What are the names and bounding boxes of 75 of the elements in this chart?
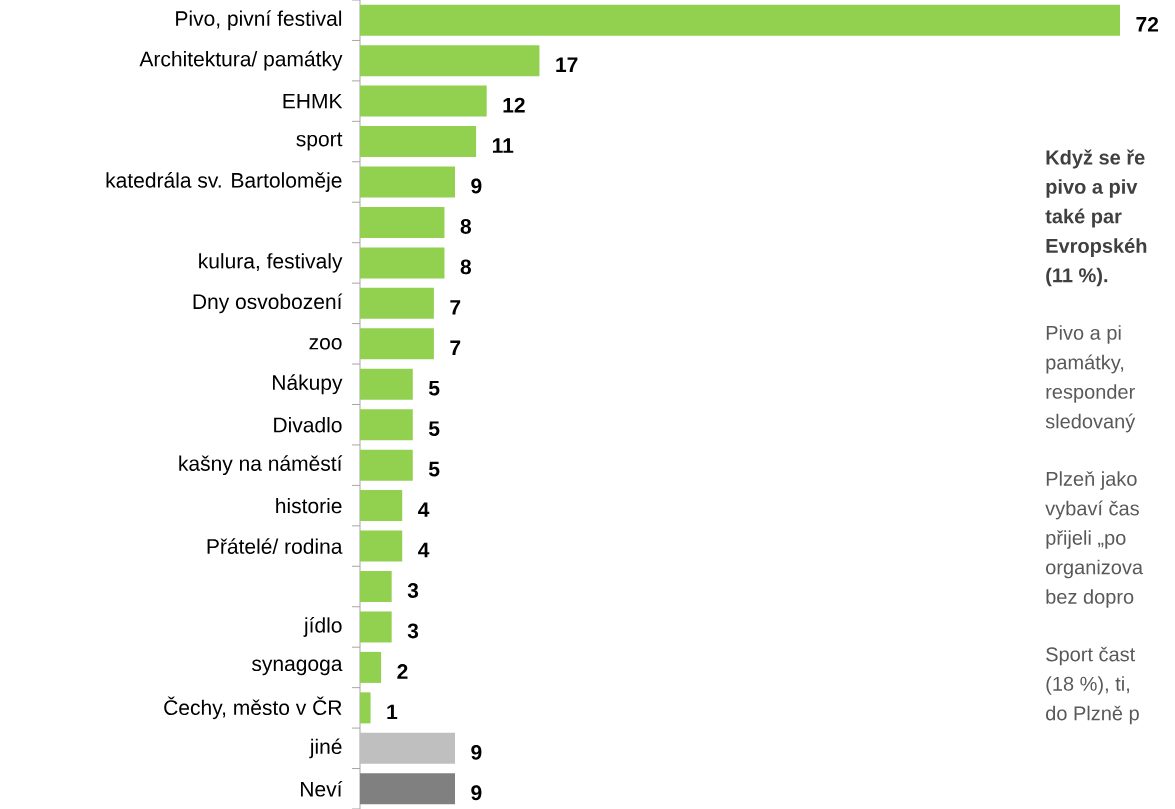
data-label: 3 <box>407 583 419 598</box>
data-label: 9 <box>471 744 482 760</box>
y-tick-label: jiné <box>309 738 342 759</box>
annotation: (18 %), ti, <box>1046 676 1129 695</box>
y-tick-label: Dny osvobození <box>193 293 343 314</box>
annotation: Když se ře <box>1046 149 1145 169</box>
data-label: 1 <box>387 704 398 720</box>
annotation: organizova <box>1046 559 1144 579</box>
data-label: 11 <box>492 138 514 153</box>
bar <box>360 692 371 724</box>
data-label: 8 <box>460 219 471 234</box>
y-tick-label: Neví <box>301 780 343 797</box>
data-label: 4 <box>418 502 430 517</box>
y-tick-label: katedrála sv. Bartoloměje <box>106 172 342 192</box>
bar <box>360 328 434 360</box>
bar <box>360 368 413 400</box>
annotation: sledovaný <box>1045 413 1136 433</box>
y-tick-label: sport <box>296 132 343 151</box>
annotation: přijeli „po <box>1046 530 1126 549</box>
data-label: 72 <box>1136 16 1159 32</box>
y-tick-label: Přátelé/ rodina <box>207 538 343 554</box>
data-label: 8 <box>460 259 471 275</box>
bar <box>360 4 1121 36</box>
annotation: (11 %). <box>1046 267 1108 287</box>
y-tick-label: Nákupy <box>273 374 343 395</box>
annotation: pivo a piv <box>1046 179 1138 198</box>
bar <box>360 206 445 238</box>
y-tick-label: Pivo, pivní festival <box>176 10 342 31</box>
bar <box>360 45 540 77</box>
annotation: vybaví čas <box>1045 500 1139 520</box>
data-label: 5 <box>428 380 440 396</box>
y-tick-label: kašny na náměstí <box>179 455 343 476</box>
bar <box>360 773 456 805</box>
data-label: 5 <box>428 421 440 437</box>
bar <box>360 571 392 603</box>
data-label: 4 <box>418 542 430 558</box>
annotation: památky, <box>1046 354 1124 374</box>
annotation: také par <box>1045 208 1122 228</box>
bar <box>360 409 413 441</box>
data-label: 9 <box>471 785 482 801</box>
bar <box>360 126 477 158</box>
annotation: bez dopro <box>1046 589 1134 608</box>
annotation: Sport čast <box>1046 646 1136 666</box>
y-tick-label: EHMK <box>283 93 343 109</box>
bar <box>360 247 445 279</box>
data-label: 7 <box>450 300 461 315</box>
bar <box>360 449 413 481</box>
annotation: responder <box>1046 384 1135 403</box>
data-label: 17 <box>556 57 578 72</box>
data-label: 9 <box>471 178 482 194</box>
y-tick-label: historie <box>276 497 342 514</box>
y-tick-label: Čechy, město v ČR <box>164 696 342 720</box>
annotation: Pivo a pi <box>1046 325 1121 344</box>
bar <box>360 530 403 562</box>
bar <box>360 611 392 643</box>
y-tick-label: jídlo <box>303 617 342 637</box>
y-tick-label: Divadlo <box>274 417 342 433</box>
data-label: 5 <box>428 461 440 477</box>
bar <box>360 166 456 198</box>
bar <box>360 651 382 683</box>
data-label: 7 <box>450 340 461 356</box>
bar <box>360 732 456 764</box>
data-label: 2 <box>397 664 408 679</box>
data-label: 3 <box>407 623 419 639</box>
bar <box>360 490 403 522</box>
y-tick-label: kulura, festivaly <box>199 253 343 273</box>
y-tick-label: zoo <box>309 338 342 350</box>
data-label: 12 <box>503 97 525 113</box>
bar <box>360 287 434 319</box>
y-tick-label: Architektura/ památky <box>139 50 343 71</box>
annotation: Evropskéh <box>1046 238 1147 257</box>
bar <box>360 85 487 117</box>
y-tick-label: synagoga <box>251 659 343 676</box>
annotation: do Plzně p <box>1046 705 1139 725</box>
annotation: Plzeň jako <box>1046 471 1137 490</box>
